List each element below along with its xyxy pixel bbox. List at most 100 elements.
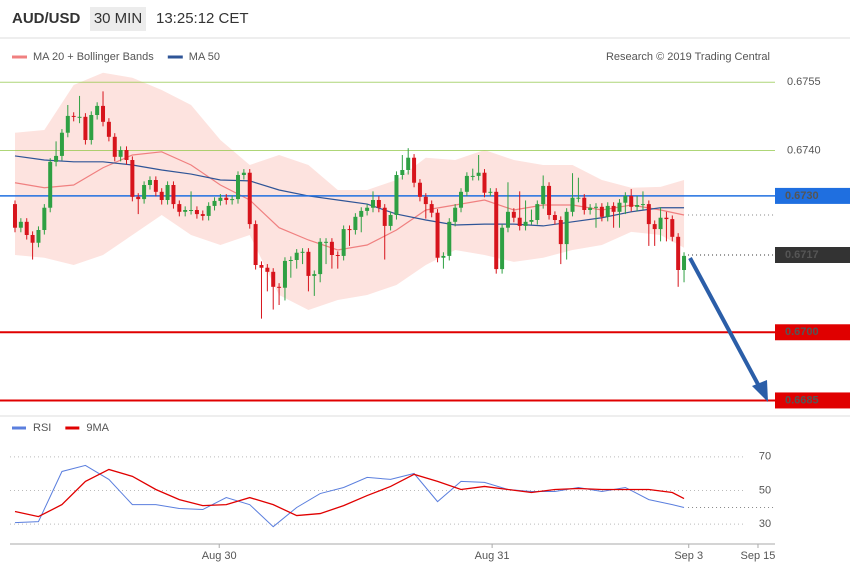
candle-body bbox=[30, 235, 35, 243]
candle-body bbox=[288, 260, 293, 261]
candle-body bbox=[77, 116, 82, 118]
candle-body bbox=[183, 210, 188, 212]
candle-body bbox=[453, 207, 458, 222]
candle-body bbox=[406, 157, 411, 170]
candle-body bbox=[582, 197, 587, 210]
candle-body bbox=[435, 212, 440, 258]
candle-body bbox=[142, 185, 147, 200]
x-tick-label: Sep 15 bbox=[741, 550, 776, 562]
candle-body bbox=[670, 219, 675, 237]
candle-body bbox=[382, 207, 387, 226]
candle-body bbox=[664, 217, 669, 220]
forecast-arrow bbox=[688, 257, 762, 389]
candle-body bbox=[570, 197, 575, 212]
candle-body bbox=[365, 207, 370, 211]
candle-body bbox=[189, 210, 194, 211]
candle-body bbox=[271, 271, 276, 287]
candle-body bbox=[347, 229, 352, 231]
candle-body bbox=[265, 267, 270, 272]
candle-body bbox=[517, 217, 522, 226]
candle-body bbox=[324, 241, 329, 243]
candle-body bbox=[230, 199, 235, 201]
candle-body bbox=[400, 170, 405, 175]
candle-body bbox=[682, 255, 687, 270]
candle-body bbox=[646, 204, 651, 225]
candle-body bbox=[423, 196, 428, 205]
level-label-box bbox=[775, 247, 850, 263]
indicator-line bbox=[14, 464, 685, 528]
candle-body bbox=[206, 205, 211, 216]
candle-body bbox=[476, 172, 481, 176]
level-label-box bbox=[775, 324, 850, 341]
candle-body bbox=[482, 172, 487, 193]
y-tick-label: 30 bbox=[759, 518, 771, 530]
candle-body bbox=[106, 121, 111, 137]
timeframe-box bbox=[90, 7, 146, 31]
level-label-box bbox=[775, 392, 850, 409]
candle-body bbox=[194, 210, 199, 215]
candle-body bbox=[605, 205, 610, 217]
candle-body bbox=[594, 206, 599, 208]
candle-body bbox=[441, 255, 446, 258]
candle-body bbox=[65, 115, 70, 133]
candle-body bbox=[412, 157, 417, 183]
candle-body bbox=[200, 214, 205, 216]
candle-body bbox=[335, 255, 340, 256]
candle-body bbox=[224, 197, 229, 200]
candle-body bbox=[623, 195, 628, 203]
candle-body bbox=[429, 204, 434, 213]
candle-body bbox=[359, 210, 364, 217]
candle-body bbox=[300, 251, 305, 253]
candle-body bbox=[529, 220, 534, 222]
candle-body bbox=[464, 175, 469, 192]
candle-body bbox=[54, 155, 59, 162]
level-label-box bbox=[775, 187, 850, 204]
candle-body bbox=[341, 229, 346, 256]
candle-body bbox=[277, 286, 282, 288]
candle-body bbox=[376, 200, 381, 208]
candle-body bbox=[353, 216, 358, 230]
candle-body bbox=[177, 204, 182, 212]
candle-body bbox=[588, 207, 593, 210]
candle-body bbox=[118, 150, 123, 157]
candle-body bbox=[558, 220, 563, 245]
candle-body bbox=[48, 161, 53, 208]
candle-body bbox=[171, 185, 176, 205]
candle-body bbox=[83, 116, 88, 140]
candle-body bbox=[640, 204, 645, 206]
legend-label: RSI bbox=[33, 422, 51, 434]
candle-body bbox=[259, 265, 264, 268]
candle-body bbox=[124, 150, 129, 160]
candle-body bbox=[617, 202, 622, 212]
candle-body bbox=[394, 175, 399, 215]
bollinger-band bbox=[14, 72, 685, 311]
y-tick-label: 70 bbox=[759, 451, 771, 463]
candle-body bbox=[511, 211, 516, 218]
candle-body bbox=[488, 191, 493, 193]
candle-body bbox=[564, 211, 569, 245]
level-label: 0.6755 bbox=[787, 76, 821, 88]
candle-body bbox=[676, 236, 681, 270]
level-label: 0.6685 bbox=[785, 394, 819, 406]
candle-body bbox=[71, 115, 76, 117]
candle-body bbox=[370, 200, 375, 208]
candle-body bbox=[635, 205, 640, 207]
candle-body bbox=[541, 185, 546, 205]
candle-body bbox=[535, 204, 540, 220]
y-tick-label: 50 bbox=[759, 484, 771, 496]
candle-body bbox=[318, 241, 323, 275]
time: 13:25:12 CET bbox=[156, 10, 249, 27]
x-tick-label: Aug 31 bbox=[475, 550, 510, 562]
candle-body bbox=[552, 215, 557, 220]
level-label: 0.6730 bbox=[785, 190, 819, 202]
candle-body bbox=[306, 251, 311, 276]
candle-body bbox=[658, 217, 663, 230]
candle-body bbox=[447, 221, 452, 256]
candle-body bbox=[159, 191, 164, 200]
candle-body bbox=[36, 230, 41, 243]
candle-body bbox=[417, 182, 422, 197]
candle-body bbox=[24, 221, 29, 235]
x-tick-label: Aug 30 bbox=[202, 550, 237, 562]
legend-label: MA 50 bbox=[189, 51, 220, 63]
candle-body bbox=[329, 241, 334, 255]
